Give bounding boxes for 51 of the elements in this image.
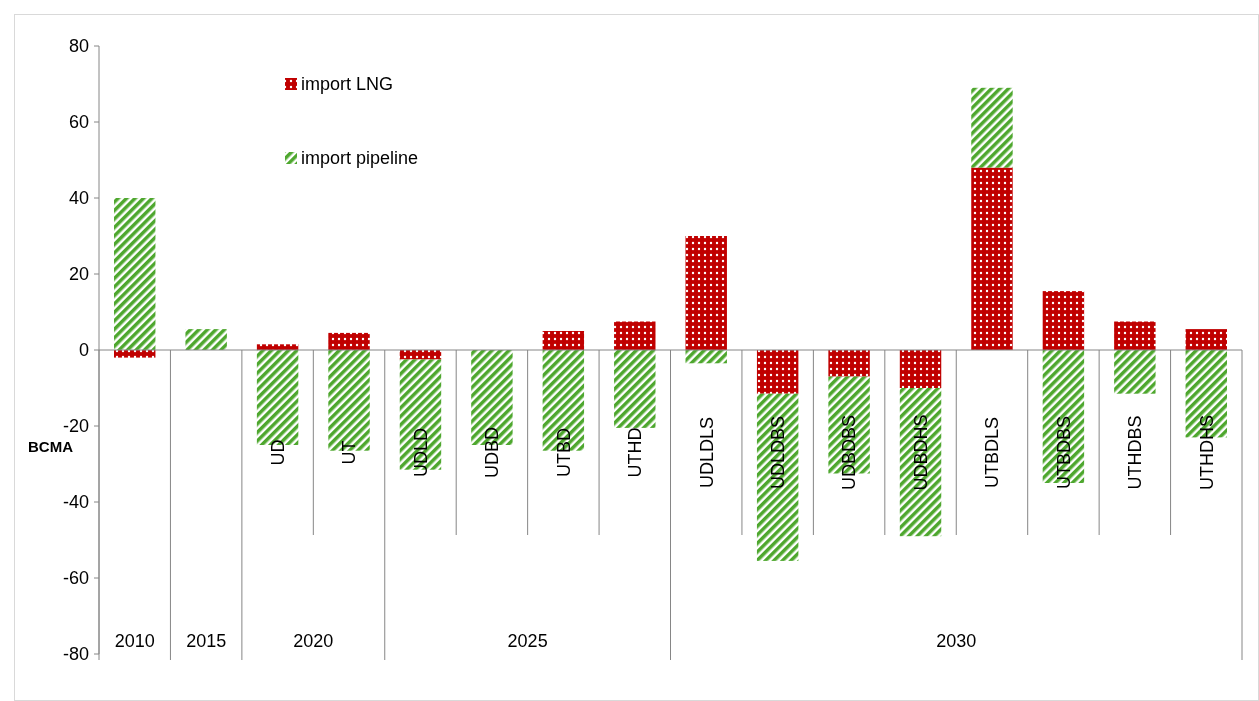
y-tick-label: -60 xyxy=(62,568,89,589)
y-tick-label: -20 xyxy=(62,416,89,437)
x-tick-label: UTHDBS xyxy=(1125,415,1146,490)
annotation: 2030 xyxy=(936,631,977,652)
bar xyxy=(1185,329,1227,350)
x-tick-label: UTHD xyxy=(625,427,646,478)
bar xyxy=(899,388,942,537)
bar xyxy=(614,350,656,428)
y-tick-label: -40 xyxy=(62,492,89,513)
bar xyxy=(756,393,799,561)
bar xyxy=(899,350,942,388)
bar xyxy=(1114,321,1156,350)
bar xyxy=(971,87,1013,168)
bar xyxy=(756,350,799,394)
x-tick-label: UDLDBS xyxy=(767,415,788,490)
annotation: 2010 xyxy=(114,631,155,652)
x-tick-label: UTBDLS xyxy=(982,416,1003,489)
bar xyxy=(185,329,227,350)
annotation: 2020 xyxy=(293,631,334,652)
x-tick-label: UTBD xyxy=(553,428,574,477)
y-axis-title: BCMA xyxy=(28,438,74,455)
y-tick-label: 0 xyxy=(78,340,89,361)
annotation: 2015 xyxy=(186,631,227,652)
bar xyxy=(1114,350,1156,394)
bar xyxy=(971,167,1013,350)
x-tick-label: UD xyxy=(267,439,288,466)
y-tick-label: 20 xyxy=(68,264,89,285)
bar xyxy=(542,331,585,350)
bar xyxy=(328,332,370,350)
bar xyxy=(614,321,656,350)
bar xyxy=(114,350,156,358)
x-tick-label: UDBDHS xyxy=(910,414,931,491)
y-tick-label: 40 xyxy=(68,188,89,209)
x-tick-label: UDBD xyxy=(482,426,503,479)
x-tick-label: UDBDBS xyxy=(839,414,860,491)
x-tick-label: UT xyxy=(339,440,360,465)
bar xyxy=(828,350,870,377)
legend-label: import pipeline xyxy=(301,148,419,169)
legend-label: import LNG xyxy=(301,74,394,95)
bar xyxy=(1042,291,1085,350)
x-tick-label: UTHDHS xyxy=(1196,415,1217,490)
bar xyxy=(114,198,156,350)
y-tick-label: -80 xyxy=(62,644,89,665)
bar xyxy=(399,350,442,360)
bar xyxy=(685,236,727,350)
x-tick-label: UDLDLS xyxy=(696,416,717,489)
x-tick-label: UDLD xyxy=(410,427,431,478)
y-tick-label: 60 xyxy=(68,112,89,133)
annotation: 2025 xyxy=(507,631,548,652)
y-tick-label: 80 xyxy=(68,36,89,57)
x-tick-label: UTBDBS xyxy=(1053,415,1074,490)
